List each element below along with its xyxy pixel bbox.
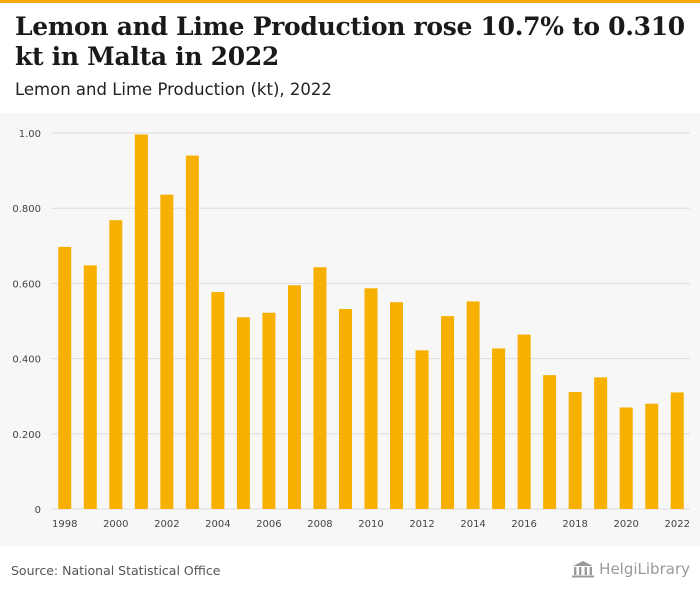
x-tick-label: 2016	[511, 519, 536, 530]
brand-name: HelgiLibrary	[599, 560, 690, 578]
top-accent-rule	[0, 0, 700, 3]
bar	[441, 316, 455, 509]
source-note: Source: National Statistical Office	[11, 563, 221, 578]
bar	[185, 155, 199, 509]
bar	[313, 267, 327, 509]
x-tick-label: 2000	[103, 519, 128, 530]
bar	[415, 350, 429, 509]
bar	[466, 301, 480, 509]
bar	[670, 392, 684, 509]
x-tick-label: 1998	[52, 519, 77, 530]
bar	[287, 285, 301, 509]
bar	[236, 317, 250, 509]
bar	[517, 334, 531, 509]
bar	[543, 375, 557, 509]
x-tick-label: 2020	[613, 519, 638, 530]
bar-chart: 0 0.200 0.400 0.600 0.800 1.00 1998 2000 2002 200…	[12, 129, 690, 530]
chart-subtitle: Lemon and Lime Production (kt), 2022	[15, 80, 332, 99]
y-tick-label: 0.200	[12, 430, 41, 441]
y-tick-label: 0	[35, 505, 41, 516]
bar	[594, 377, 608, 509]
x-tick-label: 2012	[409, 519, 434, 530]
x-tick-label: 2002	[154, 519, 179, 530]
y-tick-label: 0.800	[12, 204, 41, 215]
y-tick-label: 0.600	[12, 279, 41, 290]
x-tick-label: 2018	[562, 519, 587, 530]
bar	[134, 134, 148, 509]
x-tick-label: 2010	[358, 519, 383, 530]
bar	[83, 265, 97, 509]
bar	[390, 302, 404, 509]
bar	[211, 292, 225, 509]
bar	[338, 308, 352, 509]
bar	[568, 392, 582, 509]
bar	[492, 348, 506, 509]
chart-title: Lemon and Lime Production rose 10.7% to …	[15, 12, 685, 71]
brand-logo: HelgiLibrary	[571, 560, 690, 578]
bar	[645, 403, 659, 509]
x-tick-label: 2006	[256, 519, 281, 530]
bar	[619, 407, 633, 509]
x-tick-label: 2008	[307, 519, 332, 530]
bar	[364, 288, 378, 509]
bar	[160, 194, 174, 509]
bar	[262, 312, 276, 509]
bar	[58, 246, 72, 510]
library-building-icon	[571, 560, 595, 578]
x-tick-label: 2014	[460, 519, 485, 530]
y-tick-label: 1.00	[19, 129, 41, 140]
y-tick-label: 0.400	[12, 355, 41, 366]
x-tick-label: 2004	[205, 519, 230, 530]
bar	[109, 220, 123, 509]
x-tick-label: 2022	[665, 519, 690, 530]
